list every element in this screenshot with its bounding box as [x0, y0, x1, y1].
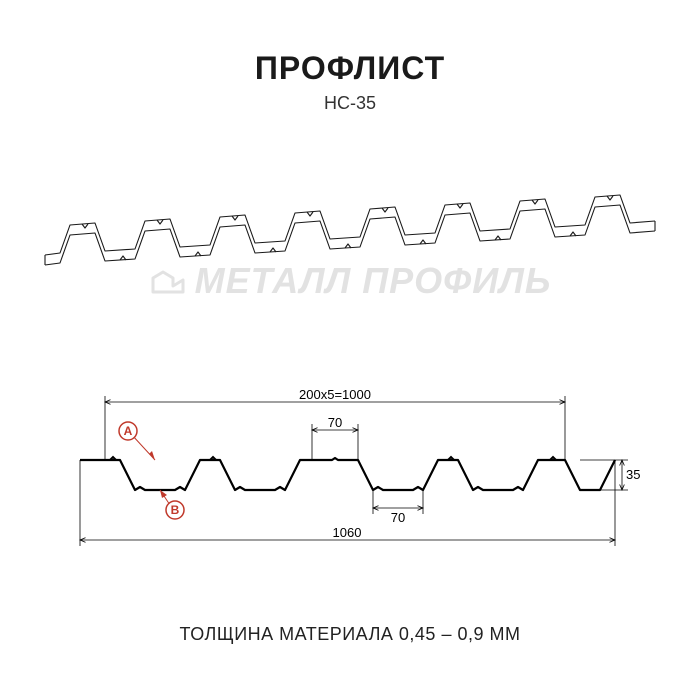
profile-path	[80, 458, 615, 490]
dim-top-crest: 70	[328, 415, 342, 430]
dim-height: 35	[626, 467, 640, 482]
product-subtitle: НС-35	[0, 93, 700, 114]
material-thickness-note: ТОЛЩИНА МАТЕРИАЛА 0,45 – 0,9 ММ	[0, 624, 700, 645]
dim-total-width: 1060	[333, 525, 362, 540]
title-block: ПРОФЛИСТ НС-35	[0, 0, 700, 114]
dim-trough: 70	[391, 510, 405, 525]
marker-b: B	[160, 490, 184, 519]
product-title: ПРОФЛИСТ	[0, 50, 700, 87]
technical-cross-section: 200х5=1000 70 70 35 1060 A	[60, 390, 640, 570]
marker-a: A	[119, 422, 155, 460]
marker-a-label: A	[124, 424, 133, 438]
dim-top-span: 200х5=1000	[299, 390, 371, 402]
isometric-profile-view	[40, 175, 660, 335]
marker-b-label: B	[171, 503, 180, 517]
